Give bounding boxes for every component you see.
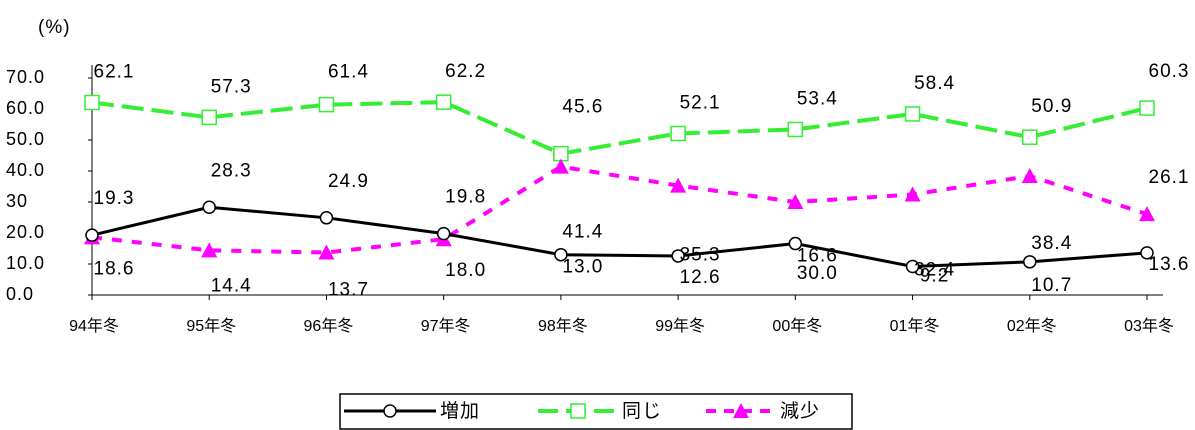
- data-label: 58.4: [914, 73, 955, 94]
- x-tick-label: 98年冬: [538, 317, 588, 335]
- marker: [318, 96, 335, 113]
- y-axis-label: (%): [38, 17, 71, 38]
- marker: [787, 121, 804, 138]
- marker: [671, 249, 685, 263]
- y-tick-label: 70.0: [6, 67, 45, 87]
- data-label: 60.3: [1149, 61, 1190, 82]
- y-tick-label: 10.0: [6, 253, 45, 273]
- marker: [202, 200, 216, 215]
- data-label: 19.3: [94, 188, 135, 209]
- data-label: 50.9: [1031, 96, 1072, 117]
- marker: [670, 125, 686, 142]
- x-tick-label: 02年冬: [1007, 317, 1057, 335]
- marker: [670, 177, 687, 193]
- marker: [570, 403, 586, 419]
- series-line: [91, 205, 1148, 268]
- marker: [1140, 246, 1154, 260]
- legend-label: 減少: [780, 400, 820, 422]
- data-label: 35.3: [680, 245, 721, 266]
- data-label: 13.0: [562, 257, 603, 278]
- x-tick-label: 99年冬: [655, 317, 705, 335]
- marker: [552, 158, 569, 174]
- marker: [383, 404, 397, 418]
- data-label: 12.6: [680, 267, 721, 288]
- marker: [788, 236, 803, 251]
- data-label: 57.3: [211, 76, 252, 97]
- x-tick-label: 97年冬: [421, 317, 471, 335]
- legend-label: 増加: [440, 400, 480, 422]
- marker: [553, 145, 569, 162]
- data-label: 45.6: [562, 97, 603, 118]
- data-label: 62.2: [445, 61, 486, 82]
- data-label: 18.6: [94, 258, 135, 279]
- marker: [1022, 129, 1038, 145]
- marker: [85, 228, 99, 242]
- data-label: 14.4: [211, 275, 252, 296]
- marker: [904, 106, 921, 122]
- x-tick-label: 96年冬: [304, 317, 354, 335]
- marker: [904, 186, 921, 202]
- data-label: 38.4: [1031, 233, 1072, 254]
- data-label: 13.7: [328, 280, 369, 301]
- marker: [1139, 100, 1155, 116]
- x-tick-label: 00年冬: [772, 317, 822, 335]
- marker: [436, 226, 451, 241]
- data-label: 62.1: [94, 62, 135, 83]
- data-label: 32.4: [914, 260, 955, 281]
- data-label: 19.8: [445, 187, 486, 208]
- x-tick-label: 03年冬: [1124, 317, 1174, 335]
- y-tick-label: 40.0: [6, 160, 45, 180]
- marker: [554, 247, 568, 262]
- y-tick-label: 30: [6, 191, 28, 211]
- series-line: [91, 164, 1148, 255]
- y-tick-label: 50.0: [6, 129, 45, 149]
- marker: [319, 211, 334, 225]
- series-line: [91, 100, 1148, 156]
- data-label: 28.3: [211, 160, 252, 181]
- x-tick-label: 01年冬: [890, 317, 940, 335]
- marker: [1139, 206, 1155, 222]
- data-label: 24.9: [328, 171, 369, 192]
- marker: [84, 94, 100, 111]
- marker: [905, 259, 920, 274]
- legend-label: 同じ: [622, 401, 662, 422]
- marker: [201, 242, 218, 258]
- y-tick-label: 20.0: [6, 222, 45, 242]
- data-label: 52.1: [680, 93, 721, 114]
- y-tick-label: 60.0: [6, 98, 45, 118]
- marker: [1023, 255, 1037, 269]
- data-label: 53.4: [797, 88, 838, 109]
- data-label: 9.2: [920, 265, 949, 286]
- marker: [733, 403, 749, 418]
- data-label: 41.4: [562, 222, 603, 243]
- data-label: 30.0: [797, 263, 838, 284]
- marker: [201, 109, 217, 126]
- data-label: 26.1: [1149, 167, 1190, 188]
- x-tick-label: 95年冬: [186, 317, 236, 335]
- data-label: 61.4: [328, 62, 369, 83]
- marker: [318, 244, 335, 260]
- data-label: 16.6: [797, 246, 838, 267]
- data-label: 13.6: [1149, 254, 1190, 275]
- marker: [787, 194, 804, 209]
- x-tick-label: 94年冬: [69, 317, 119, 335]
- marker: [1021, 167, 1038, 183]
- data-label: 10.7: [1031, 275, 1072, 296]
- marker: [435, 94, 452, 110]
- y-tick-label: 0.0: [6, 284, 34, 304]
- data-label: 18.0: [445, 260, 486, 281]
